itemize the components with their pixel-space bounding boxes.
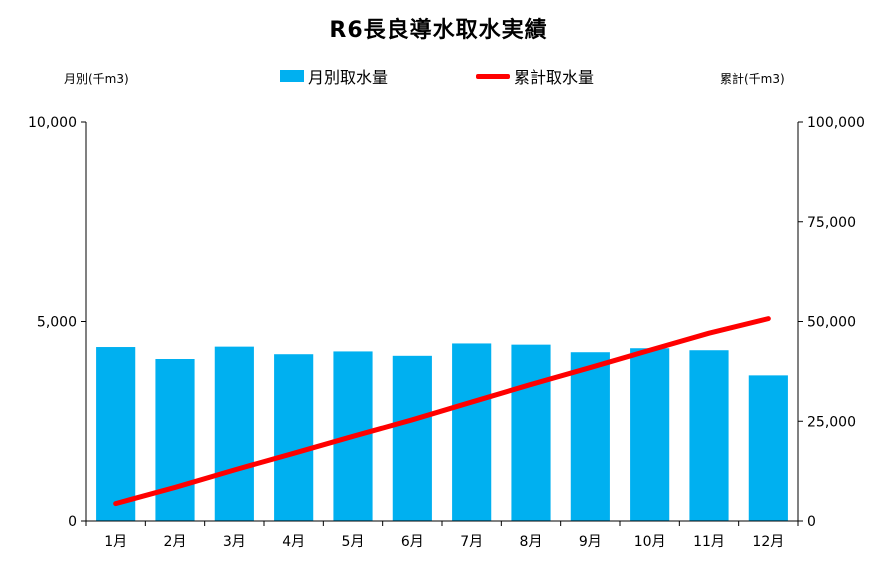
bar (96, 347, 136, 521)
y-right-tick-label: 75,000 (807, 215, 856, 231)
y-left-tick-label: 0 (68, 514, 77, 530)
bar (392, 355, 432, 521)
x-tick-label: 1月 (104, 534, 127, 550)
bar (570, 352, 610, 521)
legend-item-monthly: 月別取水量 (280, 64, 388, 88)
y-left-tick-label: 10,000 (28, 115, 77, 131)
y-right-tick-label: 0 (807, 514, 816, 530)
x-tick-label: 10月 (634, 534, 666, 550)
cumulative-line (113, 316, 771, 507)
y-right-tick-label: 50,000 (807, 315, 856, 331)
chart-title: R6長良導水取水実績 (329, 18, 548, 43)
bar (689, 350, 729, 521)
bar (155, 359, 195, 521)
x-tick-label: 11月 (693, 534, 725, 550)
bar (630, 348, 670, 521)
legend-label-monthly: 月別取水量 (308, 68, 389, 87)
legend-swatch-cumulative (476, 73, 510, 79)
x-tick-label: 8月 (520, 534, 543, 550)
right-axis-unit-label: 累計(千m3) (720, 72, 785, 86)
y-right-tick-label: 100,000 (807, 115, 865, 131)
bar (274, 354, 314, 521)
bar (214, 346, 254, 521)
bar (511, 344, 551, 521)
x-tick-label: 4月 (282, 534, 305, 550)
x-tick-label: 5月 (342, 534, 365, 550)
y-right-tick-label: 25,000 (807, 414, 856, 430)
bar (748, 375, 788, 521)
x-tick-label: 12月 (752, 534, 784, 550)
legend-item-cumulative: 累計取水量 (476, 64, 594, 88)
bar (452, 343, 492, 521)
left-axis-unit-label: 月別(千m3) (64, 72, 129, 86)
x-tick-label: 9月 (579, 534, 602, 550)
legend-label-cumulative: 累計取水量 (514, 68, 595, 87)
x-tick-label: 3月 (223, 534, 246, 550)
legend-swatch-monthly (280, 70, 304, 82)
x-tick-label: 6月 (401, 534, 424, 550)
x-tick-label: 7月 (460, 534, 483, 550)
x-tick-label: 2月 (164, 534, 187, 550)
y-left-tick-label: 5,000 (37, 315, 77, 331)
